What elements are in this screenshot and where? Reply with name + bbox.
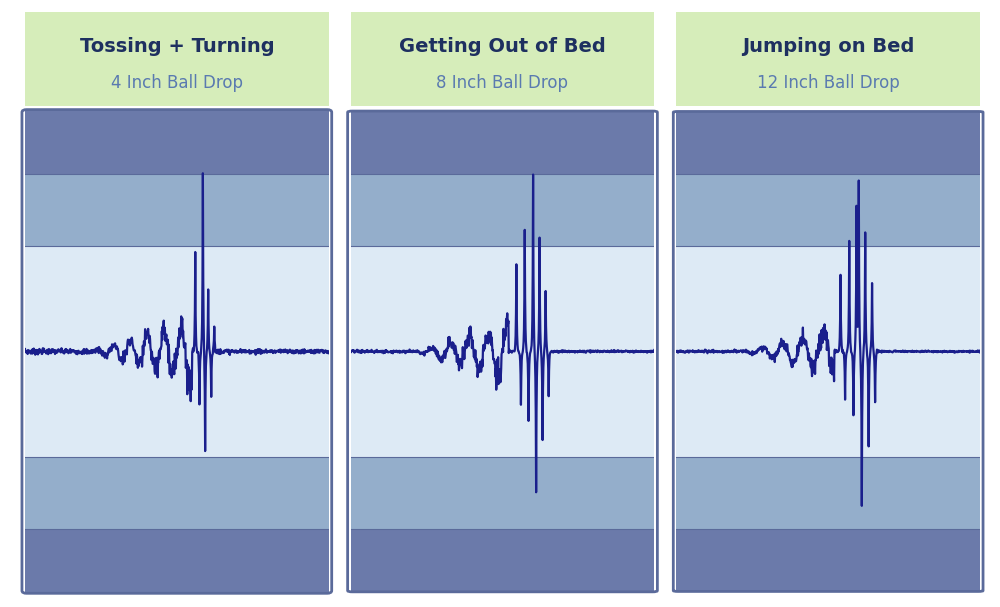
Bar [351,457,654,529]
Text: 12 Inch Ball Drop: 12 Inch Ball Drop [757,73,900,92]
Bar [351,529,654,592]
FancyBboxPatch shape [339,8,666,110]
Text: 4 Inch Ball Drop: 4 Inch Ball Drop [111,73,243,92]
FancyBboxPatch shape [676,111,980,592]
Bar [351,111,654,174]
Bar [676,457,980,529]
Text: Tossing + Turning: Tossing + Turning [80,38,274,56]
Bar [25,457,329,529]
FancyBboxPatch shape [25,111,329,592]
FancyBboxPatch shape [13,8,341,110]
Bar [25,529,329,592]
Text: Jumping on Bed: Jumping on Bed [742,38,914,56]
Bar [676,246,980,457]
Bar [676,174,980,246]
FancyBboxPatch shape [664,8,992,110]
Text: Getting Out of Bed: Getting Out of Bed [399,38,606,56]
Bar [351,174,654,246]
Bar [351,246,654,457]
Bar [25,111,329,174]
Bar [676,111,980,174]
Bar [25,174,329,246]
Bar [676,529,980,592]
Bar [25,246,329,457]
FancyBboxPatch shape [351,111,654,592]
Text: 8 Inch Ball Drop: 8 Inch Ball Drop [436,73,568,92]
